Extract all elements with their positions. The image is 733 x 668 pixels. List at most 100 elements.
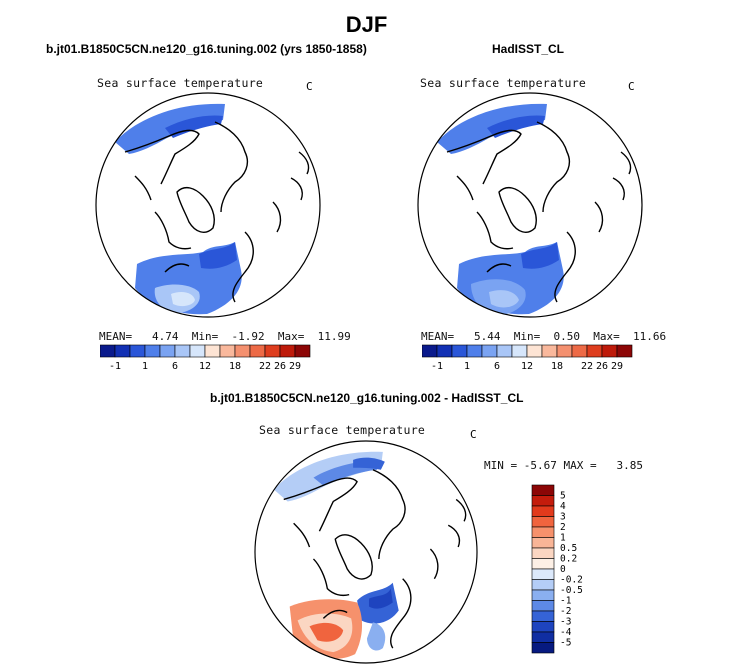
colorbar-swatch <box>511 344 528 358</box>
colorbar-tick-label: 4 <box>560 501 566 512</box>
colorbar-tick-label: 26 <box>596 361 608 372</box>
difference-bias-labrador <box>368 588 393 609</box>
panel-2-colorbar: -1 1 6 12 18 22 26 29 <box>422 344 633 372</box>
colorbar-swatch <box>571 344 588 358</box>
difference-coastlines <box>283 469 467 649</box>
difference-max-label: MAX = <box>563 459 597 472</box>
panel-1-min-label: Min= <box>191 330 219 343</box>
colorbar-tick-label: 5 <box>560 491 566 502</box>
difference-variable-label: Sea surface temperature <box>259 423 426 437</box>
colorbar-swatch <box>531 621 555 633</box>
panel-2-mean-value: 5.44 <box>474 330 501 343</box>
panel-1-polar-map <box>95 92 321 318</box>
colorbar-swatch <box>531 547 555 559</box>
colorbar-swatch <box>531 505 555 517</box>
colorbar-swatch <box>279 344 296 358</box>
colorbar-tick-label: 29 <box>289 361 301 372</box>
panel-1-sst-warm-core <box>171 292 195 307</box>
colorbar-swatch <box>481 344 498 358</box>
colorbar-swatch <box>436 344 453 358</box>
colorbar-tick-label: -4 <box>560 627 572 638</box>
colorbar-swatch <box>586 344 603 358</box>
panel-2-min-label: Min= <box>513 330 541 343</box>
panel-2-sst-warm-core <box>489 290 519 308</box>
colorbar-swatch <box>451 344 468 358</box>
colorbar-tick-label: 1 <box>560 533 566 544</box>
colorbar-swatch <box>531 526 555 538</box>
difference-min-value: -5.67 <box>523 459 557 472</box>
panel-2-units: C <box>628 80 635 93</box>
colorbar-tick-label: -5 <box>560 638 571 649</box>
panel-2-max-value: 11.66 <box>633 330 667 343</box>
colorbar-swatch <box>531 589 555 601</box>
panel-2-stats: MEAN= 5.44 Min= 0.50 Max= 11.66 <box>421 330 666 343</box>
panel-2-coastlines <box>446 121 632 303</box>
colorbar-tick-label: 12 <box>199 361 211 372</box>
colorbar-tick-label: 1 <box>142 361 148 372</box>
panel-1-mean-label: MEAN= <box>99 330 133 343</box>
colorbar-tick-label: 0.5 <box>560 543 577 554</box>
colorbar-tick-label: 3 <box>560 512 566 523</box>
difference-bias-warm-core <box>309 622 344 642</box>
colorbar-swatch <box>159 344 176 358</box>
difference-polar-map <box>254 440 478 664</box>
colorbar-swatch <box>531 579 555 591</box>
colorbar-swatch <box>531 631 555 643</box>
panel-1-mean-value: 4.74 <box>152 330 179 343</box>
panel-1-coastlines <box>124 121 310 303</box>
panel-1-units: C <box>306 80 313 93</box>
colorbar-tick-label: 18 <box>229 361 241 372</box>
difference-case-title: b.jt01.B1850C5CN.ne120_g16.tuning.002 - … <box>210 391 524 405</box>
panel-2-max-label: Max= <box>593 330 620 343</box>
colorbar-swatch <box>496 344 513 358</box>
colorbar-swatch <box>531 568 555 580</box>
colorbar-swatch <box>531 537 555 549</box>
colorbar-tick-label: 26 <box>274 361 286 372</box>
difference-bias-europe-coast <box>366 622 386 651</box>
colorbar-swatch <box>100 344 116 358</box>
colorbar-tick-label: -0.2 <box>560 575 583 586</box>
colorbar-tick-label: 12 <box>521 361 533 372</box>
colorbar-swatch <box>531 600 555 612</box>
colorbar-tick-label: 22 <box>581 361 593 372</box>
colorbar-swatch <box>422 344 438 358</box>
panel-2-case-title: HadISST_CL <box>492 42 565 56</box>
panel-2-mean-label: MEAN= <box>421 330 455 343</box>
colorbar-tick-label: 2 <box>560 522 566 533</box>
colorbar-swatch <box>294 344 311 358</box>
colorbar-swatch <box>531 484 555 496</box>
colorbar-tick-label: -1 <box>431 361 443 372</box>
colorbar-swatch <box>249 344 266 358</box>
colorbar-tick-label: 22 <box>259 361 271 372</box>
difference-bias-arctic-edge <box>353 457 385 470</box>
panel-1-sst-norwegian-sea <box>199 242 237 269</box>
colorbar-swatch <box>219 344 236 358</box>
colorbar-swatch <box>616 344 633 358</box>
difference-stats: MIN = -5.67 MAX = 3.85 <box>484 459 643 472</box>
colorbar-tick-label: -1 <box>109 361 121 372</box>
panel-1-colorbar: -1 1 6 12 18 22 26 29 <box>100 344 311 372</box>
colorbar-swatch <box>174 344 191 358</box>
difference-min-label: MIN = <box>484 459 518 472</box>
colorbar-swatch <box>531 610 555 622</box>
panel-1-map-boundary <box>95 92 321 318</box>
colorbar-swatch <box>531 495 555 507</box>
panel-1-case-title: b.jt01.B1850C5CN.ne120_g16.tuning.002 (y… <box>46 42 367 56</box>
colorbar-swatch <box>466 344 483 358</box>
colorbar-swatch <box>204 344 221 358</box>
colorbar-swatch <box>144 344 161 358</box>
panel-2-polar-map <box>417 92 643 318</box>
colorbar-tick-label: 6 <box>494 361 500 372</box>
panel-1-max-value: 11.99 <box>317 330 351 343</box>
colorbar-swatch <box>129 344 146 358</box>
panel-1-max-label: Max= <box>277 330 305 343</box>
colorbar-tick-label: 1 <box>464 361 470 372</box>
colorbar-swatch <box>189 344 206 358</box>
colorbar-tick-label: 29 <box>611 361 623 372</box>
colorbar-swatch <box>114 344 131 358</box>
colorbar-swatch <box>526 344 543 358</box>
colorbar-tick-label: -1 <box>560 596 572 607</box>
colorbar-swatch <box>234 344 251 358</box>
panel-2-map-boundary <box>417 92 643 318</box>
colorbar-swatch <box>541 344 558 358</box>
